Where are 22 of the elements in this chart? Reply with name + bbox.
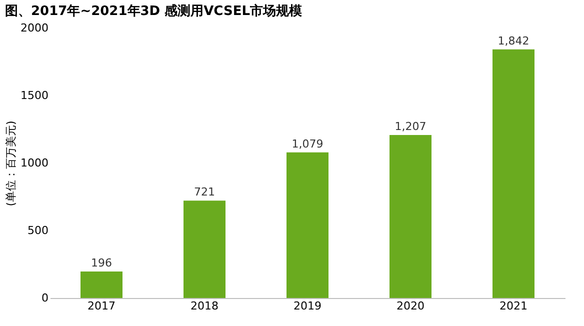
bar [184, 200, 226, 298]
bar [390, 135, 432, 298]
y-tick-label: 500 [28, 224, 48, 237]
data-label: 1,207 [394, 120, 426, 134]
data-label: 1,079 [292, 137, 324, 150]
x-tick-label: 2020 [396, 300, 424, 312]
bar [80, 272, 122, 298]
data-label: 721 [194, 186, 215, 199]
bar [492, 49, 534, 298]
x-tick-label: 2019 [294, 300, 322, 312]
data-label: 196 [91, 256, 112, 270]
y-tick-label: 0 [42, 292, 48, 304]
y-tick-label: 2000 [20, 22, 48, 34]
x-tick-label: 2018 [190, 300, 218, 312]
data-label: 1,842 [498, 34, 530, 48]
y-tick-label: 1500 [20, 89, 48, 102]
x-tick-label: 2017 [88, 300, 116, 312]
bar [286, 152, 328, 298]
chart-title: 图、2017年~2021年3D 感测用VCSEL市场规模 [5, 3, 302, 19]
x-tick-label: 2021 [500, 300, 528, 312]
y-tick-label: 1000 [20, 156, 48, 170]
y-axis-title: (单位：百万美元) [4, 120, 18, 206]
